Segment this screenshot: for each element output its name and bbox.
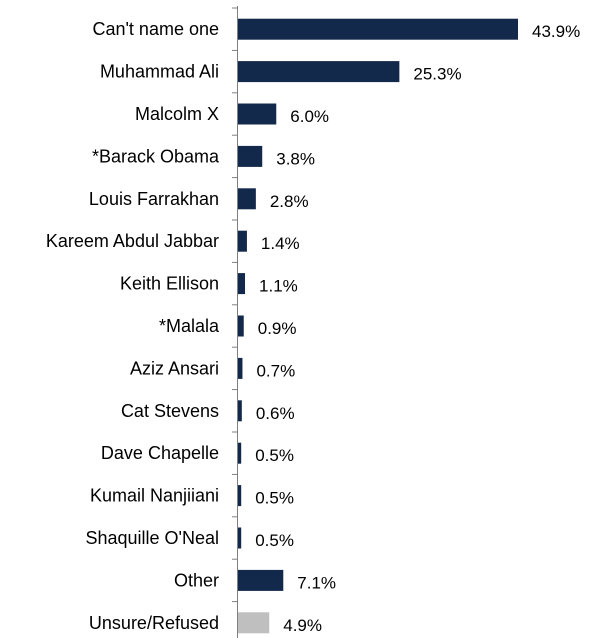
- value-label: 7.1%: [297, 573, 336, 592]
- category-label: *Barack Obama: [92, 146, 220, 166]
- category-label: Keith Ellison: [120, 274, 219, 294]
- value-label: 1.4%: [261, 234, 300, 253]
- bar: [238, 188, 256, 210]
- category-label: Muhammad Ali: [100, 62, 219, 82]
- bar: [238, 315, 244, 337]
- bar: [238, 612, 270, 634]
- value-label: 6.0%: [290, 107, 329, 126]
- value-label: 2.8%: [270, 192, 309, 211]
- bar: [238, 442, 242, 464]
- value-label: 0.5%: [255, 531, 294, 550]
- bar: [238, 357, 243, 379]
- bar: [238, 230, 247, 252]
- value-label: 43.9%: [532, 22, 580, 41]
- value-label: 25.3%: [413, 65, 461, 84]
- value-label: 0.5%: [255, 489, 294, 508]
- value-label: 0.7%: [256, 361, 295, 380]
- category-label: Shaquille O'Neal: [85, 528, 219, 548]
- category-label: Dave Chapelle: [101, 443, 219, 463]
- category-label: Aziz Ansari: [130, 358, 219, 378]
- value-label: 0.9%: [258, 319, 297, 338]
- bar: [238, 103, 277, 125]
- value-label: 4.9%: [283, 616, 322, 635]
- value-label: 1.1%: [259, 277, 298, 296]
- value-label: 3.8%: [276, 149, 315, 168]
- category-label: Unsure/Refused: [89, 613, 219, 633]
- value-label: 0.6%: [256, 404, 295, 423]
- bar: [238, 273, 246, 295]
- bar: [238, 61, 400, 83]
- bar: [238, 145, 263, 167]
- category-label: Kareem Abdul Jabbar: [46, 231, 219, 251]
- bar: [238, 485, 242, 507]
- category-label: Louis Farrakhan: [89, 189, 219, 209]
- category-label: Malcolm X: [135, 104, 219, 124]
- category-label: Kumail Nanjiiani: [90, 486, 219, 506]
- category-label: Can't name one: [92, 19, 219, 39]
- value-label: 0.5%: [255, 446, 294, 465]
- category-label: Other: [174, 570, 219, 590]
- category-label: *Malala: [159, 316, 220, 336]
- bar: [238, 18, 518, 40]
- category-label: Cat Stevens: [121, 401, 219, 421]
- bar: [238, 400, 242, 422]
- bar: [238, 569, 284, 591]
- bar: [238, 527, 242, 549]
